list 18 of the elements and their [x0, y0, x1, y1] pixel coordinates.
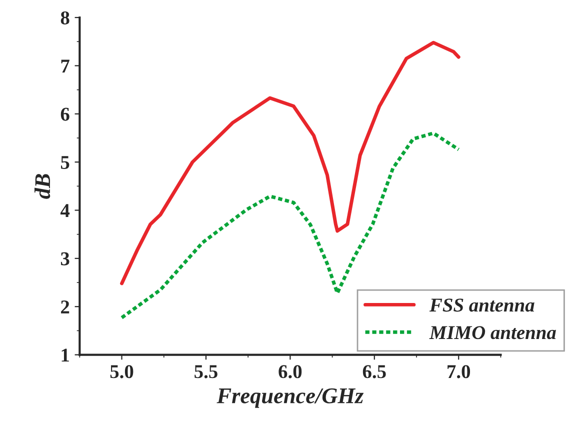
legend-label: MIMO antenna — [429, 326, 556, 340]
x-tick-label: 7.0 — [448, 365, 470, 378]
y-tick-label: 1 — [62, 348, 69, 362]
y-tick-label: 2 — [61, 300, 70, 314]
line-series — [120, 40, 460, 286]
y-tick-label: 7 — [61, 60, 70, 72]
y-tick-label: 5 — [60, 156, 70, 169]
x-tick-label: 5.5 — [194, 365, 218, 378]
legend-label: FSS antenna — [429, 298, 534, 312]
y-tick-label: 8 — [60, 11, 70, 24]
x-tick-label: 6.0 — [278, 365, 302, 378]
x-axis-title: Frequence/GHz — [216, 388, 364, 408]
x-tick-label: 5.0 — [110, 365, 134, 378]
y-tick-label: 4 — [60, 204, 70, 217]
y-axis-title: dB — [34, 174, 50, 199]
x-tick-label: 6.5 — [362, 365, 386, 378]
y-tick-label: 6 — [60, 108, 70, 121]
y-tick-label: 3 — [60, 252, 70, 266]
